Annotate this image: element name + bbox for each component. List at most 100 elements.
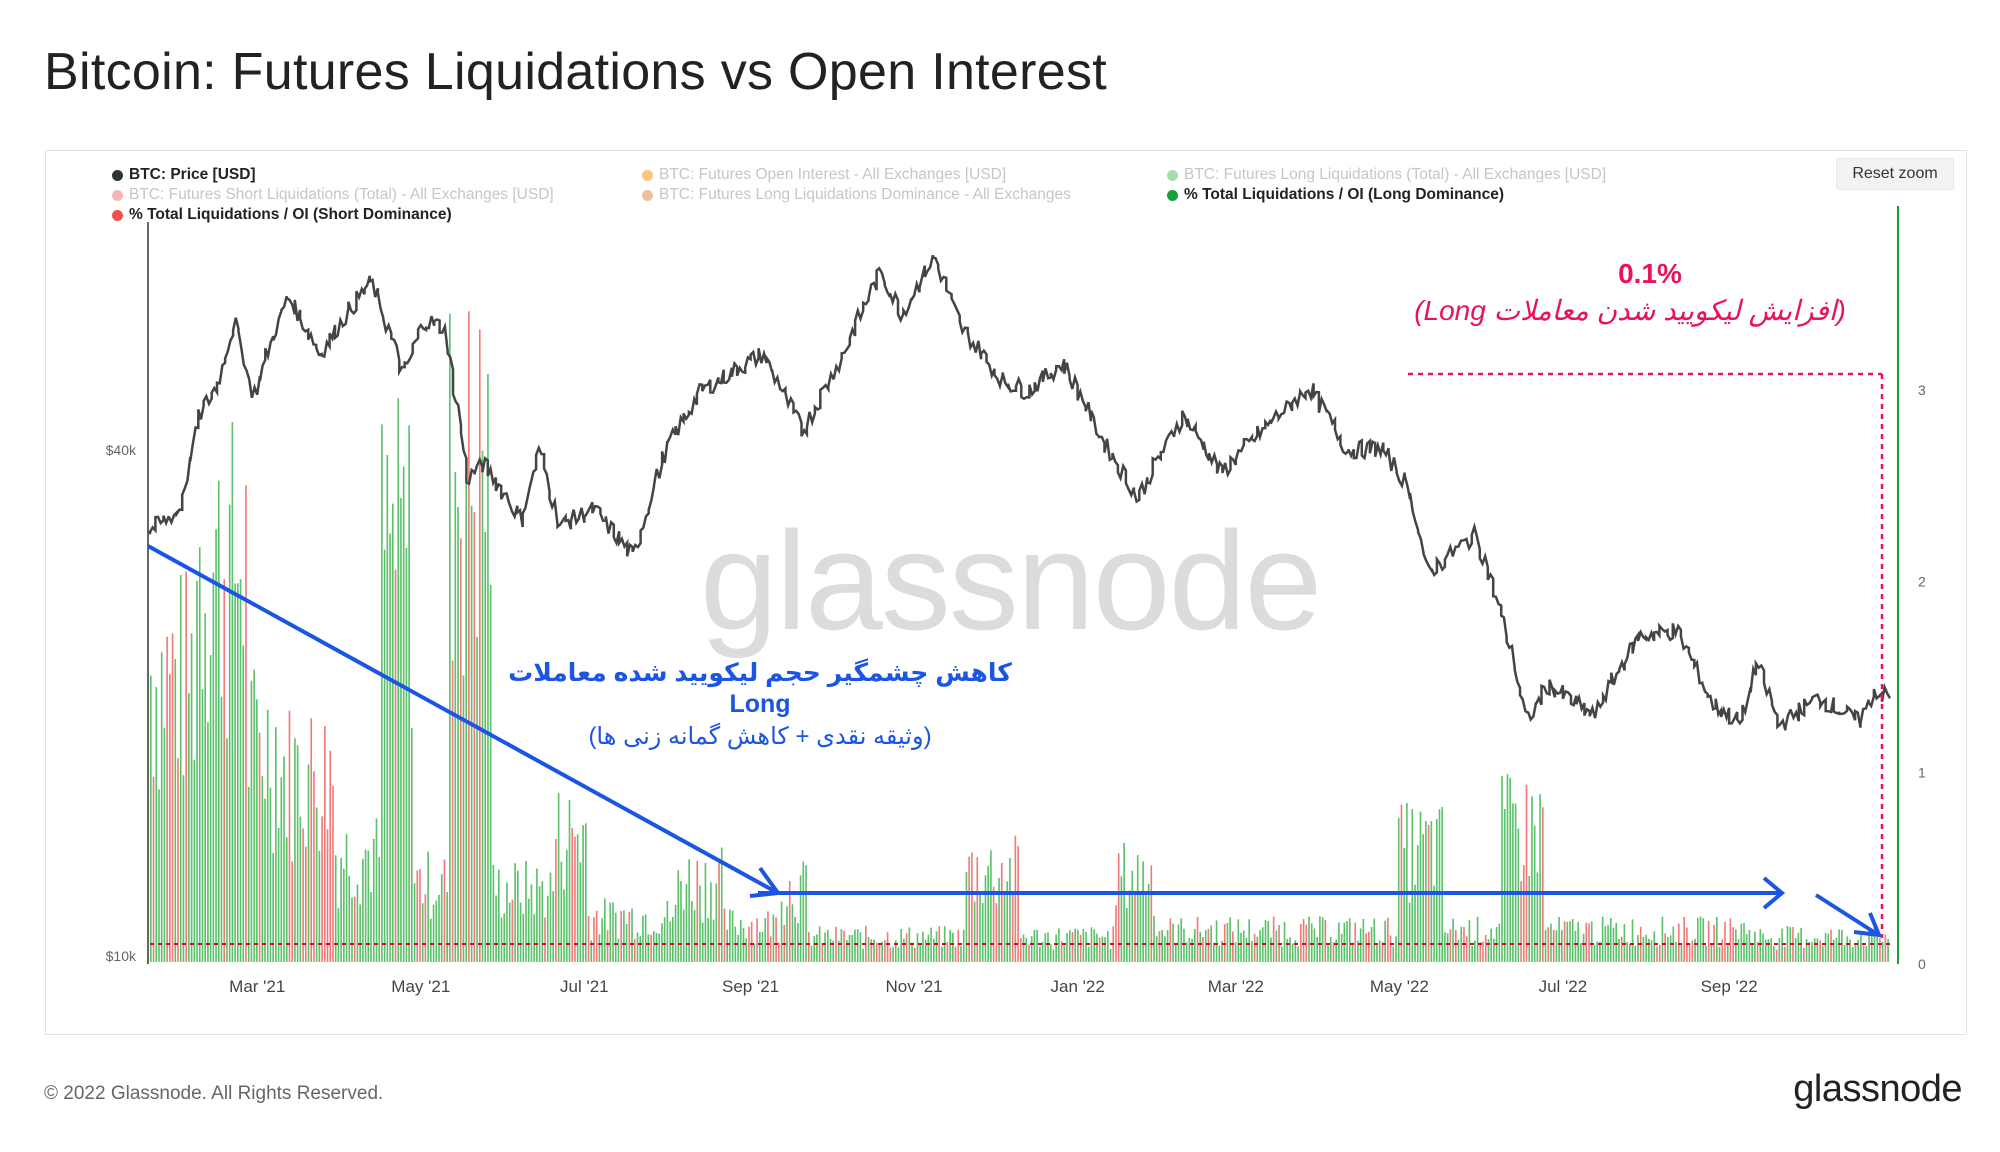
liquidation-bar xyxy=(609,902,612,962)
liquidation-bar xyxy=(1862,945,1865,962)
liquidation-bar xyxy=(1145,895,1147,962)
liquidation-bar xyxy=(1637,935,1639,962)
liquidation-bar xyxy=(383,549,386,962)
liquidation-bar xyxy=(1204,930,1207,962)
liquidation-bar xyxy=(1226,922,1229,962)
legend-item-0[interactable]: BTC: Price [USD] xyxy=(112,166,256,184)
liquidation-bar xyxy=(1028,944,1030,962)
liquidation-bar xyxy=(1297,946,1299,962)
liquidation-bar xyxy=(250,680,253,962)
liquidation-bar xyxy=(1294,940,1297,962)
liquidation-bar xyxy=(745,938,748,962)
liquidation-bar xyxy=(1210,925,1212,962)
liquidation-bar xyxy=(1079,934,1082,962)
legend-label: BTC: Futures Short Liquidations (Total) … xyxy=(129,186,554,203)
liquidation-bar xyxy=(253,669,255,962)
liquidation-bar xyxy=(1626,941,1628,962)
liquidation-bar xyxy=(1707,920,1710,962)
liquidation-bar xyxy=(1389,935,1392,962)
liquidation-bar xyxy=(405,548,408,962)
liquidation-bar xyxy=(666,900,669,962)
legend-item-4[interactable]: BTC: Futures Long Liquidations Dominance… xyxy=(642,186,1071,204)
liquidation-bar xyxy=(1688,944,1691,962)
liquidation-bar xyxy=(304,846,307,962)
liquidation-bar xyxy=(1664,933,1666,962)
legend-dot-icon xyxy=(112,189,123,201)
liquidation-bar xyxy=(1879,938,1881,962)
liquidation-bar xyxy=(185,571,187,962)
watermark: glassnode xyxy=(700,502,1322,659)
liquidation-bar xyxy=(623,910,625,962)
liquidation-bar xyxy=(1569,921,1571,962)
liquidation-bar xyxy=(220,696,223,962)
liquidation-bar xyxy=(587,915,590,962)
liquidation-bar xyxy=(343,868,345,962)
liquidation-bar xyxy=(1017,845,1019,962)
liquidation-bar xyxy=(1577,921,1579,962)
liquidation-bar xyxy=(530,884,533,962)
liquidation-bar xyxy=(498,869,500,962)
liquidation-bar xyxy=(1058,928,1060,962)
liquidation-bar xyxy=(1256,936,1259,962)
liquidation-bar xyxy=(1213,942,1215,962)
legend-label: BTC: Futures Open Interest - All Exchang… xyxy=(659,166,1007,183)
liquidation-bar xyxy=(878,945,881,962)
liquidation-bar xyxy=(302,828,304,962)
liquidation-bar xyxy=(1229,917,1231,962)
liquidation-bar xyxy=(720,847,723,962)
liquidation-bar xyxy=(723,908,726,962)
blue-flat-arrow-head xyxy=(1762,876,1786,910)
liquidation-bar xyxy=(1085,931,1087,962)
legend-item-1[interactable]: BTC: Futures Open Interest - All Exchang… xyxy=(642,166,1006,184)
liquidation-bar xyxy=(1677,923,1680,962)
liquidation-bar xyxy=(237,583,239,962)
liquidation-bar xyxy=(1680,944,1683,962)
legend-item-5[interactable]: % Total Liquidations / OI (Long Dominanc… xyxy=(1167,186,1504,204)
liquidation-bar xyxy=(1571,919,1574,962)
x-tick-label: Jul '21 xyxy=(560,977,609,996)
legend-item-2[interactable]: BTC: Futures Long Liquidations (Total) -… xyxy=(1167,166,1606,184)
liquidation-bar xyxy=(1006,881,1009,962)
liquidation-bar xyxy=(1849,939,1851,962)
liquidation-bar xyxy=(851,934,854,962)
liquidation-bar xyxy=(946,942,949,962)
liquidation-bar xyxy=(555,838,557,962)
liquidation-bar xyxy=(585,823,587,962)
liquidation-bar xyxy=(712,919,715,962)
liquidation-bar xyxy=(642,915,644,962)
liquidation-bar xyxy=(506,882,508,962)
liquidation-bar xyxy=(816,934,818,962)
liquidation-bar xyxy=(1354,922,1357,962)
liquidation-bar xyxy=(1721,939,1724,962)
reset-zoom-button[interactable]: Reset zoom xyxy=(1836,158,1954,190)
liquidation-bar xyxy=(807,931,810,962)
liquidation-bar xyxy=(1503,808,1506,962)
liquidation-bar xyxy=(1191,938,1193,962)
liquidation-bar xyxy=(1155,936,1158,962)
liquidation-bar xyxy=(949,930,951,962)
liquidation-bar xyxy=(345,834,348,962)
liquidation-bar xyxy=(1343,922,1346,962)
liquidation-bar xyxy=(1022,934,1025,962)
liquidation-bar xyxy=(1060,941,1063,962)
liquidation-bar xyxy=(821,942,824,962)
legend-item-6[interactable]: % Total Liquidations / OI (Short Dominan… xyxy=(112,206,452,224)
legend-label: BTC: Price [USD] xyxy=(129,166,256,183)
liquidation-bar xyxy=(718,860,720,962)
liquidation-bar xyxy=(1694,938,1696,962)
liquidation-bar xyxy=(228,504,231,962)
liquidation-bar xyxy=(411,728,413,962)
liquidation-bar xyxy=(299,816,302,962)
liquidation-bar xyxy=(1512,803,1514,962)
liquidation-bar xyxy=(639,936,642,962)
annotation-liquidation-decrease: کاهش چشمگیر حجم لیکویید شده معاملات xyxy=(508,659,1012,687)
liquidation-bar xyxy=(1754,931,1756,962)
liquidation-bar xyxy=(1781,928,1783,962)
legend-item-3[interactable]: BTC: Futures Short Liquidations (Total) … xyxy=(112,186,554,204)
liquidation-bar xyxy=(764,918,767,962)
liquidation-bar xyxy=(935,931,938,962)
liquidation-bar xyxy=(1710,943,1713,962)
liquidation-bar xyxy=(408,425,410,962)
liquidation-bar xyxy=(1468,920,1471,962)
liquidation-bar xyxy=(984,875,987,962)
